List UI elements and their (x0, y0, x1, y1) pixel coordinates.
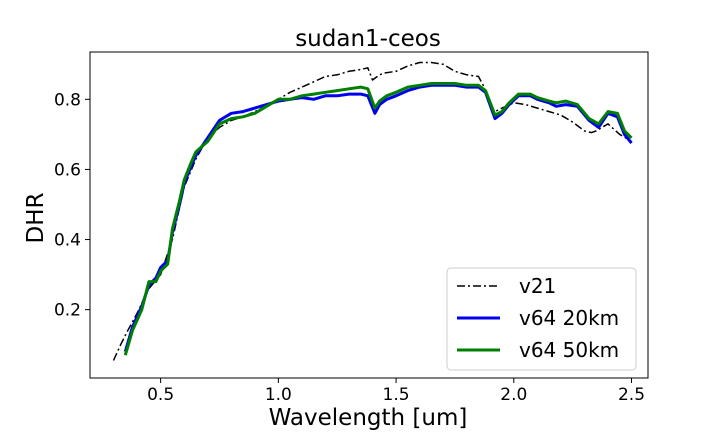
plot-frame (89, 51, 649, 379)
x-tick-label: 2.0 (500, 385, 527, 405)
x-axis-label: Wavelength [um] (269, 405, 468, 431)
series-line-2 (123, 82, 633, 356)
x-tick-label: 2.5 (618, 385, 645, 405)
y-axis-label: DHR (23, 192, 49, 243)
x-tick-label: 0.5 (147, 385, 174, 405)
plot-area (112, 61, 633, 361)
axis-ticks: 0.5 1.0 1.5 2.0 2.5 0.2 0.4 0.6 0.8 (54, 90, 645, 405)
legend-label: v64 50km (519, 338, 619, 362)
y-tick-label: 0.2 (54, 301, 81, 321)
legend-label: v64 20km (519, 306, 619, 330)
legend: v21 v64 20km v64 50km (446, 267, 637, 371)
x-tick-label: 1.5 (383, 385, 410, 405)
y-tick-label: 0.6 (54, 160, 81, 180)
legend-label: v21 (519, 274, 556, 298)
chart-title: sudan1-ceos (295, 26, 441, 52)
legend-box (446, 267, 637, 371)
y-tick-label: 0.4 (54, 231, 81, 251)
x-tick-label: 1.0 (265, 385, 292, 405)
y-tick-label: 0.8 (54, 90, 81, 110)
